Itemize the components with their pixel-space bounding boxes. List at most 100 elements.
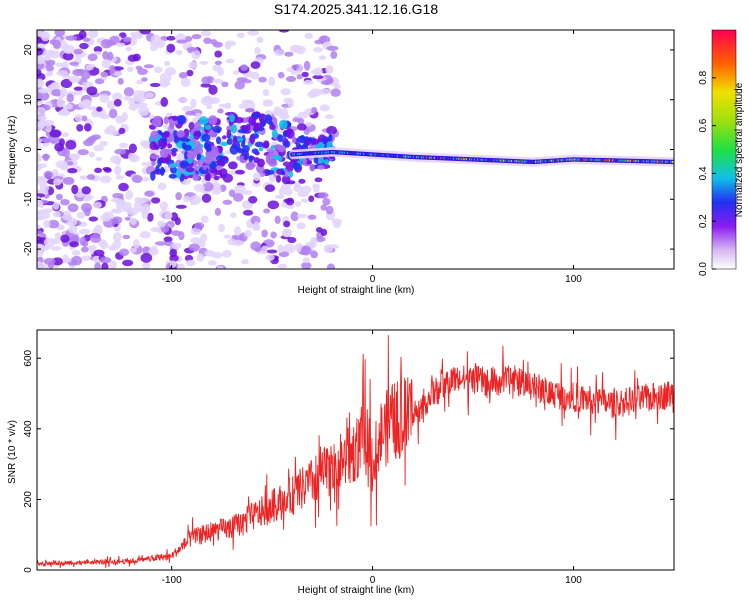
spectrogram-noise-cell <box>212 78 224 84</box>
spectrogram-noise-cell <box>157 220 166 228</box>
spectrogram-noise-cell <box>283 220 291 228</box>
spectrogram-noise-cell <box>108 129 119 136</box>
spectrogram-noise-cell <box>185 259 196 267</box>
spectrogram-noise-cell <box>37 224 42 230</box>
spectrogram-noise-cell <box>177 97 188 103</box>
spectrogram-noise-cell <box>143 64 154 69</box>
spectrogram-noise-cell <box>200 215 209 224</box>
spectrogram-noise-cell <box>128 152 137 162</box>
spectrogram-band-cell <box>149 141 158 150</box>
spectrogram-noise-cell <box>69 61 79 66</box>
spectrogram-noise-cell <box>203 37 212 45</box>
spectrogram-noise-cell <box>191 33 202 40</box>
spectrogram-noise-cell <box>206 104 213 110</box>
spectrogram-band-cell <box>283 140 291 148</box>
spectrogram-noise-cell <box>54 142 65 152</box>
spectrogram-band-cell <box>275 175 282 183</box>
spectrogram-noise-cell <box>52 202 60 210</box>
spectrogram-noise-cell <box>221 81 229 88</box>
x-tick-label: 100 <box>565 575 582 586</box>
spectrogram-noise-cell <box>285 75 297 82</box>
spectrogram-noise-cell <box>163 236 173 243</box>
spectrogram-noise-cell <box>45 124 52 133</box>
spectrogram-noise-cell <box>43 49 55 55</box>
spectrogram-band-cell <box>217 158 224 166</box>
spectrogram-noise-cell <box>159 72 172 83</box>
spectrogram-noise-cell <box>74 113 83 122</box>
spectrogram-noise-cell <box>264 184 276 192</box>
spectrogram-band-cell <box>271 129 278 139</box>
spectrogram-noise-cell <box>86 174 96 181</box>
spectrogram-noise-cell <box>277 263 288 269</box>
y-tick-label: 20 <box>23 44 34 56</box>
spectrogram-noise-cell <box>37 230 43 235</box>
spectrogram-noise-cell <box>129 217 137 226</box>
figure-title: S174.2025.341.12.16.G18 <box>274 1 438 17</box>
spectrogram-noise-cell <box>37 142 42 147</box>
spectrogram-noise-cell <box>37 243 45 248</box>
spectrogram-noise-cell <box>274 194 285 199</box>
spectrogram-noise-cell <box>242 209 254 216</box>
spectrogram-noise-cell <box>218 103 230 108</box>
x-tick-label: 100 <box>565 274 582 285</box>
spectrogram-noise-cell <box>297 118 305 126</box>
spectrogram-noise-cell <box>37 163 48 169</box>
spectrogram-noise-cell <box>140 252 153 263</box>
spectrogram-noise-cell <box>190 98 197 109</box>
spectrogram-noise-cell <box>188 121 195 130</box>
spectrogram-noise-cell <box>100 241 109 250</box>
spectrogram-noise-cell <box>150 227 162 233</box>
spectrogram-noise-cell <box>67 168 78 174</box>
spectrogram-noise-cell <box>262 100 274 107</box>
spectrogram-noise-cell <box>112 232 122 242</box>
spectrogram-band-cell <box>204 124 212 130</box>
spectrogram-band-cell <box>176 130 185 138</box>
spectrogram-noise-cell <box>80 71 91 80</box>
spectrogram-noise-cell <box>234 226 242 236</box>
spectrogram-noise-cell <box>164 60 171 67</box>
spectrogram-noise-cell <box>252 172 261 181</box>
spectrogram-band-cell <box>281 175 291 185</box>
spectrogram-noise-cell <box>254 247 262 252</box>
spectrogram-band-cell <box>203 155 213 165</box>
spectrogram-noise-cell <box>123 95 131 101</box>
spectrogram-noise-cell <box>258 76 267 83</box>
colorbar-gradient <box>711 29 737 270</box>
spectrogram-noise-cell <box>298 178 306 184</box>
spectrogram-band-cell <box>268 159 278 167</box>
spectrogram-noise-cell <box>124 216 131 221</box>
spectrogram-noise-cell <box>55 62 64 68</box>
spectrogram-noise-cell <box>79 175 89 180</box>
spectrogram-band-cell <box>244 150 250 160</box>
spectrogram-noise-cell <box>37 43 47 48</box>
spectrogram-noise-cell <box>82 99 92 108</box>
spectrogram-noise-cell <box>214 50 223 58</box>
spectrogram-noise-cell <box>308 195 315 203</box>
spectrogram-band-cell <box>232 135 238 146</box>
spectrogram-noise-cell <box>99 256 112 264</box>
spectrogram-noise-cell <box>317 192 329 199</box>
spectrogram-band-cell <box>198 116 209 126</box>
snr-ylabel: SNR (10 * v/v) <box>7 420 18 484</box>
spectrogram-band-cell <box>202 165 208 170</box>
spectrogram-band-cell <box>186 150 197 160</box>
spectrogram-band-cell <box>277 134 284 143</box>
spectrogram-noise-cell <box>202 181 214 192</box>
spectrogram-noise-cell <box>312 74 324 80</box>
spectrogram-noise-cell <box>114 148 127 155</box>
spectrogram-band-cell <box>245 123 251 132</box>
spectrogram-noise-cell <box>38 88 49 94</box>
y-tick-label: -20 <box>23 241 34 256</box>
spectrogram-noise-cell <box>311 106 318 114</box>
spectrogram-noise-cell <box>309 88 322 97</box>
spectrogram-band-cell <box>159 166 165 176</box>
spectrogram-noise-cell <box>37 193 46 198</box>
spectrogram-noise-cell <box>52 211 61 217</box>
spectrogram-band-cell <box>216 128 221 134</box>
spectrogram-noise-cell <box>212 41 223 48</box>
spectrogram-noise-cell <box>47 219 60 229</box>
spectrogram-noise-cell <box>301 261 312 269</box>
spectrogram-noise-cell <box>37 110 41 117</box>
spectrogram-noise-cell <box>139 30 151 35</box>
spectrogram-noise-cell <box>266 249 278 254</box>
